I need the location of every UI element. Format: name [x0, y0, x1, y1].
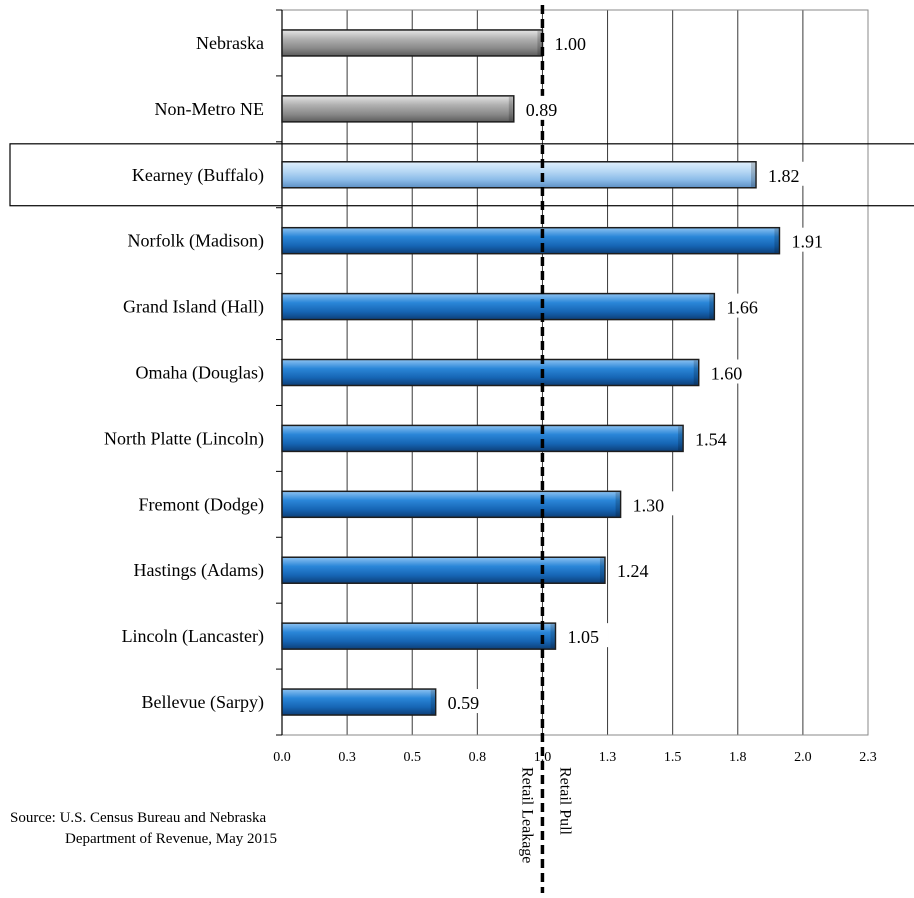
category-label-0: Nebraska — [196, 33, 264, 53]
retail-leakage-label: Retail Leakage — [518, 767, 535, 863]
category-label-9: Lincoln (Lancaster) — [122, 626, 264, 647]
bar-1 — [281, 95, 515, 123]
value-label-bg-3 — [788, 227, 833, 252]
value-label-bg-9 — [564, 623, 609, 648]
value-label-3: 1.91 — [791, 232, 823, 252]
value-label-bg-2 — [765, 161, 810, 186]
category-label-2: Kearney (Buffalo) — [132, 165, 264, 186]
value-label-0: 1.00 — [554, 34, 586, 54]
value-label-10: 0.59 — [448, 693, 480, 713]
bar-cap-4 — [709, 294, 714, 319]
bar-cap-7 — [615, 492, 620, 517]
x-tick-label-2: 0.5 — [403, 750, 421, 765]
x-tick-label-6: 1.5 — [664, 750, 682, 765]
source-line-1: Source: U.S. Census Bureau and Nebraska — [10, 810, 267, 826]
bar-cap-5 — [693, 360, 698, 385]
value-label-2: 1.82 — [768, 166, 800, 186]
category-label-5: Omaha (Douglas) — [136, 363, 264, 384]
value-label-6: 1.54 — [695, 429, 727, 449]
value-label-5: 1.60 — [711, 364, 743, 384]
bar-cap-0 — [537, 30, 542, 55]
value-label-bg-0 — [551, 29, 596, 54]
value-label-1: 0.89 — [526, 100, 558, 120]
source-line-2: Department of Revenue, May 2015 — [65, 831, 278, 847]
bar-cap-2 — [751, 162, 756, 187]
category-label-6: North Platte (Lincoln) — [104, 428, 264, 449]
bar-3 — [281, 226, 781, 255]
bar-cap-6 — [678, 426, 683, 451]
x-tick-label-8: 2.0 — [794, 750, 812, 765]
bar-cap-8 — [599, 558, 604, 583]
value-label-bg-5 — [707, 359, 752, 384]
category-label-4: Grand Island (Hall) — [123, 297, 264, 318]
value-label-bg-10 — [444, 689, 489, 714]
value-label-9: 1.05 — [567, 627, 599, 647]
bar-5 — [281, 358, 700, 387]
bar-cap-10 — [430, 690, 435, 715]
bar-0 — [281, 29, 544, 57]
value-label-bg-6 — [692, 425, 737, 450]
category-label-3: Norfolk (Madison) — [128, 231, 264, 252]
bar-7 — [281, 490, 622, 519]
x-tick-label-4: 1.0 — [534, 750, 552, 765]
x-tick-label-1: 0.3 — [338, 750, 356, 765]
bar-8 — [281, 556, 606, 584]
bar-cap-3 — [774, 228, 779, 253]
value-label-7: 1.30 — [633, 495, 665, 515]
value-label-bg-4 — [723, 293, 768, 318]
retail-pull-label: Retail Pull — [556, 767, 573, 836]
bar-cap-1 — [508, 96, 513, 121]
bar-4 — [281, 292, 716, 321]
bar-6 — [281, 424, 684, 453]
value-label-8: 1.24 — [617, 561, 649, 581]
value-label-bg-1 — [522, 95, 567, 120]
bar-9 — [281, 622, 557, 650]
x-tick-label-5: 1.3 — [599, 750, 617, 765]
source-note: Source: U.S. Census Bureau and Nebraska … — [10, 808, 277, 850]
category-label-1: Non-Metro NE — [155, 99, 264, 119]
value-label-4: 1.66 — [726, 298, 758, 318]
highlight-row-box — [9, 143, 914, 207]
bar-cap-9 — [550, 624, 555, 649]
value-label-bg-8 — [613, 557, 658, 582]
x-tick-label-0: 0.0 — [273, 750, 291, 765]
bar-10 — [281, 688, 437, 716]
category-label-7: Fremont (Dodge) — [139, 494, 264, 515]
x-tick-label-9: 2.3 — [859, 750, 877, 765]
value-label-bg-7 — [629, 491, 674, 516]
x-tick-label-3: 0.8 — [469, 750, 487, 765]
category-label-10: Bellevue (Sarpy) — [142, 692, 264, 713]
bar-2 — [281, 161, 757, 189]
x-tick-label-7: 1.8 — [729, 750, 747, 765]
category-label-8: Hastings (Adams) — [134, 560, 264, 581]
